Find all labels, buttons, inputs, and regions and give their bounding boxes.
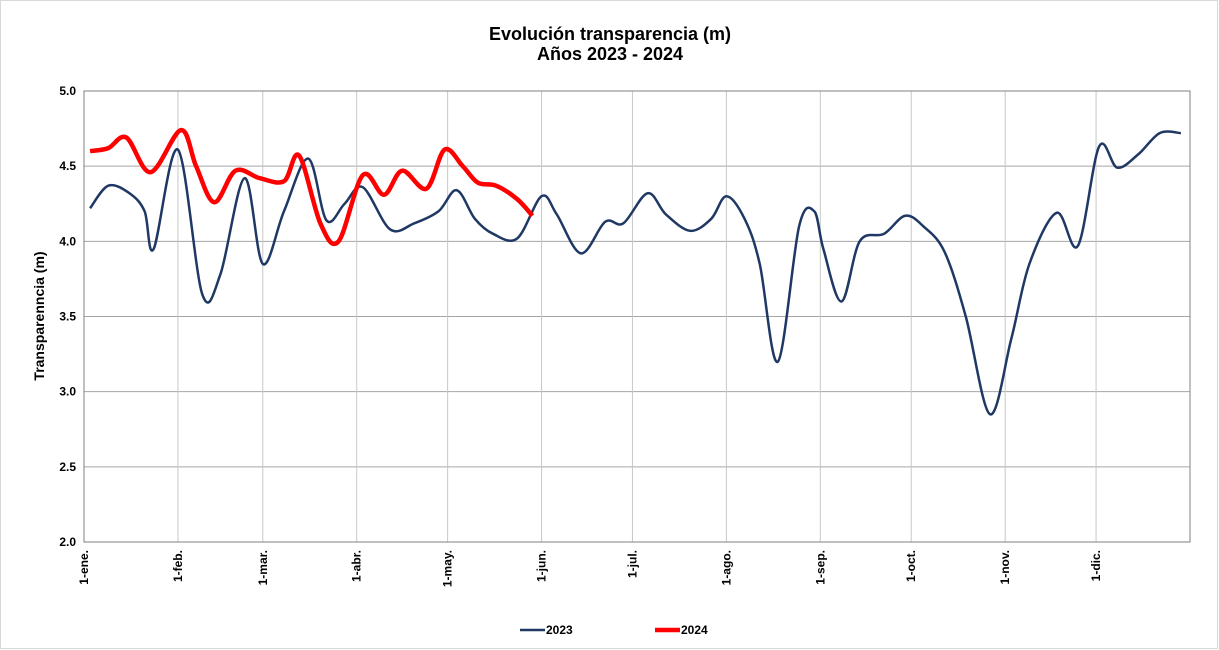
chart-title: Evolución transparencia (m) bbox=[489, 24, 731, 44]
x-tick-label: 1-mar. bbox=[256, 550, 270, 585]
y-axis-label: Transparenncia (m) bbox=[31, 251, 47, 380]
x-tick-label: 1-abr. bbox=[350, 550, 364, 582]
x-tick-label: 1-may. bbox=[441, 550, 455, 587]
x-tick-label: 1-oct. bbox=[904, 550, 918, 582]
legend-label: 2023 bbox=[546, 623, 573, 637]
y-tick-label: 5.0 bbox=[59, 84, 76, 98]
y-tick-label: 3.5 bbox=[59, 310, 76, 324]
plot-frame bbox=[83, 90, 1191, 543]
chart-subtitle: Años 2023 - 2024 bbox=[537, 44, 683, 64]
x-tick-label: 1-ago. bbox=[719, 550, 733, 585]
x-tick-label: 1-nov. bbox=[998, 550, 1012, 584]
legend-label: 2024 bbox=[681, 623, 708, 637]
x-tick-label: 1-feb. bbox=[171, 550, 185, 582]
y-tick-label: 2.0 bbox=[59, 535, 76, 549]
y-tick-label: 3.0 bbox=[59, 385, 76, 399]
y-tick-label: 4.0 bbox=[59, 234, 76, 248]
x-tick-label: 1-ene. bbox=[77, 550, 91, 585]
y-tick-label: 2.5 bbox=[59, 460, 76, 474]
x-tick-label: 1-dic. bbox=[1089, 550, 1103, 581]
x-tick-label: 1-jul. bbox=[625, 550, 639, 578]
y-tick-label: 4.5 bbox=[59, 159, 76, 173]
series-line bbox=[89, 130, 1182, 416]
x-tick-label: 1-sep. bbox=[813, 550, 827, 585]
series-line bbox=[89, 127, 535, 247]
x-tick-label: 1-jun. bbox=[535, 550, 549, 582]
